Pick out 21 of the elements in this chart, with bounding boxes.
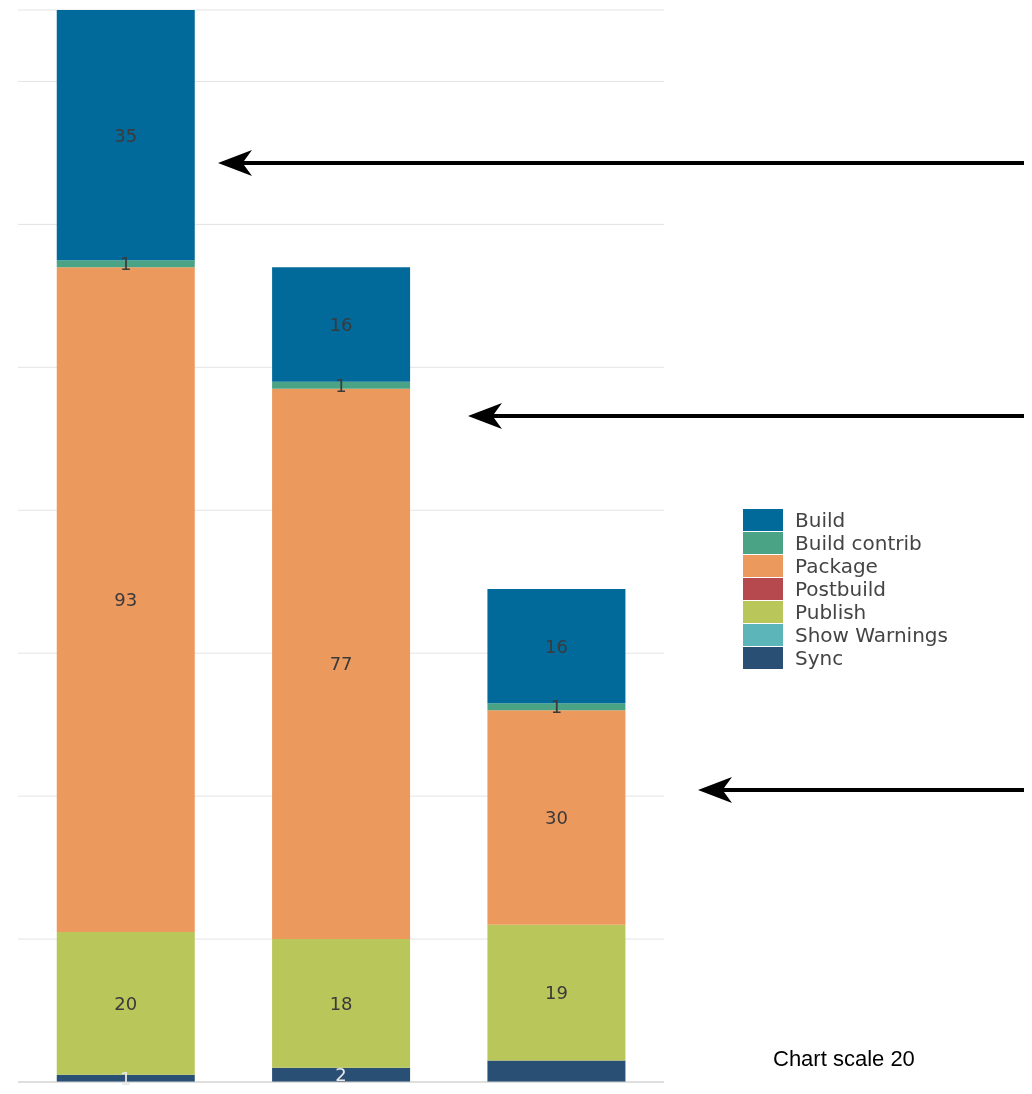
legend-label: Build contrib	[795, 530, 922, 555]
bar	[272, 939, 411, 1068]
legend-label: Package	[795, 553, 878, 578]
legend-label: Build	[795, 507, 846, 532]
data-label: 20	[114, 992, 138, 1014]
data-label: 18	[329, 992, 353, 1014]
data-label: 77	[329, 653, 353, 675]
data-label: 2	[335, 1064, 347, 1086]
data-label: 16	[544, 635, 568, 657]
legend-label: Postbuild	[795, 576, 887, 601]
legend-label: Show Warnings	[795, 622, 948, 647]
legend-label: Publish	[795, 599, 867, 624]
data-label: 19	[544, 982, 568, 1004]
data-label: 35	[114, 124, 138, 146]
data-label: 16	[329, 313, 353, 335]
data-label: 93	[114, 589, 138, 611]
text: Chart scale 20	[773, 1046, 915, 1072]
legend-label: Sync	[795, 645, 844, 670]
data-label: 30	[544, 807, 568, 829]
bar	[487, 924, 626, 1061]
bar	[487, 1060, 626, 1082]
